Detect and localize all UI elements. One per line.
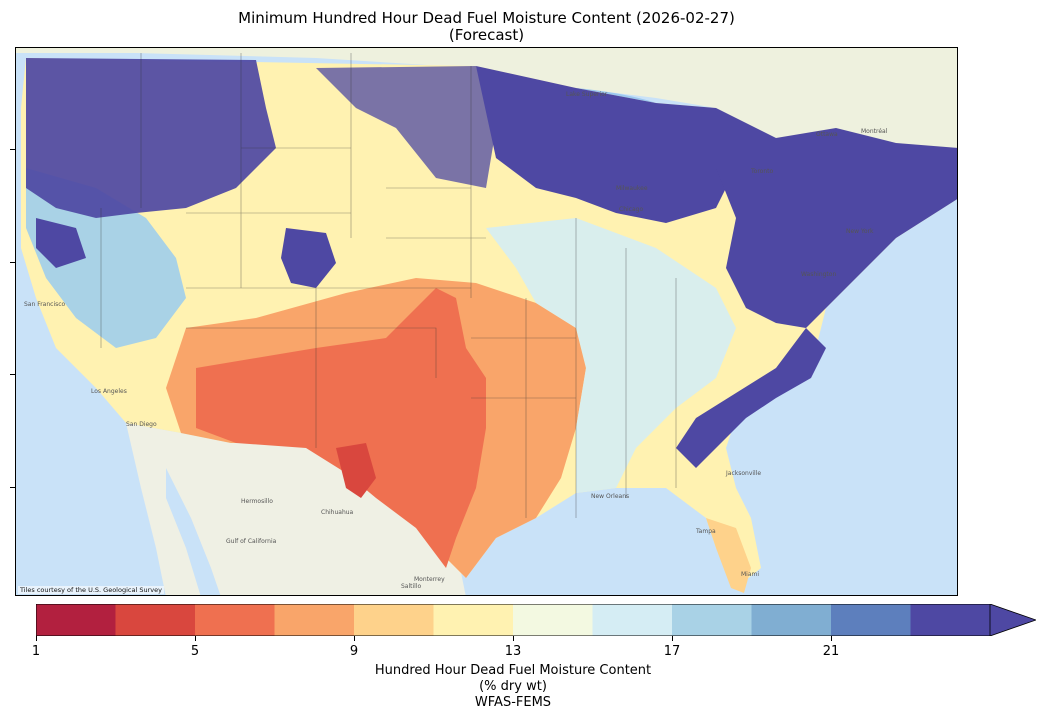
label-montreal: Montréal	[861, 128, 888, 135]
colorbar-tick-label: 1	[31, 644, 41, 659]
colorbar-segment	[36, 604, 116, 636]
colorbar-tick-label: 5	[190, 644, 200, 659]
label-washington: Washington	[801, 271, 836, 278]
colorbar-source: WFAS-FEMS	[474, 695, 552, 710]
colorbar-tick	[195, 636, 196, 641]
mexico-land	[126, 423, 466, 595]
label-los-angeles: Los Angeles	[91, 388, 127, 395]
wet-zone-northeast	[716, 108, 957, 328]
label-gulf-of-california: Gulf of California	[226, 538, 277, 545]
dry-zone-red	[196, 288, 486, 568]
florida-dry	[706, 518, 751, 593]
colorbar-segment	[433, 604, 514, 636]
colorbar-label: Hundred Hour Dead Fuel Moisture Content	[374, 663, 652, 678]
wet-zone-north-central	[316, 66, 496, 188]
colorbar-segment	[274, 604, 355, 636]
moist-zone-west	[26, 168, 186, 348]
label-milwaukee: Milwaukee	[616, 185, 648, 192]
chart-title: Minimum Hundred Hour Dead Fuel Moisture …	[238, 9, 735, 27]
colorbar	[36, 604, 1036, 636]
label-new-orleans: New Orleans	[591, 493, 629, 500]
gulf-of-california	[166, 468, 221, 595]
dry-zone-darkred	[336, 443, 376, 498]
y-tick	[10, 487, 15, 488]
label-tampa: Tampa	[695, 528, 716, 535]
y-tick	[10, 262, 15, 263]
colorbar-segment	[195, 604, 275, 636]
colorbar-extend-arrow	[989, 604, 1036, 636]
label-miami: Miami	[741, 571, 759, 578]
label-san-francisco: San Francisco	[24, 301, 66, 308]
tile-attribution: Tiles courtesy of the U.S. Geological Su…	[18, 586, 164, 594]
colorbar-tick	[672, 636, 673, 641]
colorbar-segment	[115, 604, 196, 636]
colorbar-tick-label: 9	[349, 644, 359, 659]
colorbar-segment	[592, 604, 673, 636]
colorbar-segment	[831, 604, 911, 636]
colorbar-tick	[354, 636, 355, 641]
wet-zone-southeast	[676, 328, 826, 468]
label-san-diego: San Diego	[126, 421, 157, 428]
label-toronto: Toronto	[750, 168, 773, 175]
label-jacksonville: Jacksonville	[725, 470, 761, 477]
y-tick	[10, 374, 15, 375]
map-panel[interactable]: Lake Superior Ottawa Montréal Toronto Mi…	[15, 47, 958, 596]
wet-zone-upper-midwest	[476, 66, 736, 223]
state-boundaries	[100, 53, 677, 518]
label-monterrey: Monterrey	[414, 576, 445, 583]
label-new-york: New York	[846, 228, 874, 235]
label-hermosillo: Hermosillo	[241, 498, 273, 505]
wet-zone-northwest	[26, 58, 276, 218]
canada-land	[16, 48, 957, 148]
colorbar-units: (% dry wt)	[479, 679, 547, 694]
label-chihuahua: Chihuahua	[321, 509, 354, 516]
colorbar-segment	[751, 604, 832, 636]
y-tick	[10, 149, 15, 150]
colorbar-segment	[513, 604, 593, 636]
colorbar-segment	[354, 604, 434, 636]
label-chicago: Chicago	[619, 206, 643, 213]
moist-zone-light	[486, 218, 736, 493]
chart-subtitle: (Forecast)	[448, 26, 525, 44]
colorbar-tick-label: 17	[663, 644, 681, 659]
colorbar-segment	[910, 604, 991, 636]
colorbar-tick	[513, 636, 514, 641]
label-saltillo: Saltillo	[401, 583, 422, 590]
colorbar-segment	[672, 604, 752, 636]
colorbar-tick-label: 13	[504, 644, 522, 659]
wet-zone-rockies	[281, 228, 336, 288]
map-canvas: Lake Superior Ottawa Montréal Toronto Mi…	[16, 48, 957, 595]
colorbar-tick	[36, 636, 37, 641]
colorbar-tick	[831, 636, 832, 641]
wet-zone-cascades	[36, 218, 86, 268]
label-lake-superior: Lake Superior	[566, 91, 608, 98]
label-ottawa: Ottawa	[816, 131, 838, 138]
colorbar-tick-label: 21	[822, 644, 840, 659]
